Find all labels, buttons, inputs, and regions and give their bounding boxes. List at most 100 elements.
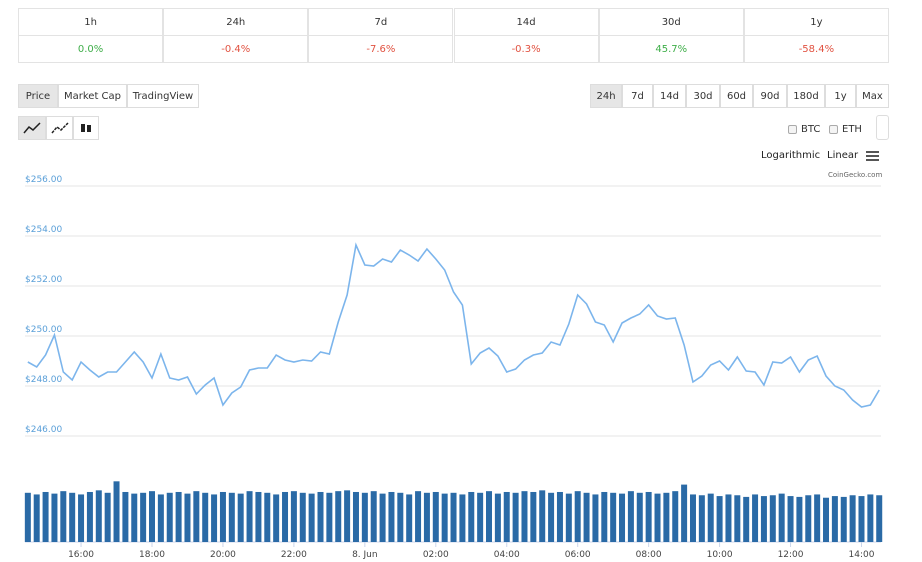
x-tick-label: 22:00 (281, 550, 307, 560)
volume-bar (397, 492, 404, 542)
price-line (27, 242, 880, 408)
x-tick-label: 06:00 (565, 550, 591, 560)
volume-bar (131, 493, 138, 542)
y-tick-label: $254.00 (25, 225, 62, 235)
y-tick-label: $252.00 (25, 275, 62, 285)
line-icon[interactable] (18, 116, 46, 140)
volume-bar (415, 491, 422, 542)
volume-bar (636, 492, 643, 542)
volume-bar (406, 494, 413, 542)
range-button[interactable]: Max (856, 84, 889, 108)
range-button[interactable]: 14d (653, 84, 686, 108)
volume-bar (574, 491, 581, 542)
x-tick-label: 08:00 (636, 550, 662, 560)
tab[interactable]: Price (18, 84, 58, 108)
volume-bar (698, 495, 705, 542)
volume-bar (831, 496, 838, 542)
volume-bar (681, 484, 688, 542)
volume-bar (619, 493, 626, 542)
range-button[interactable]: 180d (787, 84, 825, 108)
volume-bar (805, 495, 812, 542)
volume-bar (184, 493, 191, 542)
y-tick-label: $246.00 (25, 425, 62, 435)
volume-bar (95, 490, 102, 542)
volume-bar (548, 492, 555, 542)
range-button[interactable]: 24h (590, 84, 622, 108)
volume-bar (104, 492, 111, 542)
volume-bar (468, 491, 475, 542)
volume-bar (219, 491, 226, 542)
smooth-icon[interactable] (46, 116, 73, 140)
volume-bar (308, 493, 315, 542)
scale-option[interactable]: Linear (827, 150, 859, 161)
period-change: -0.3% (453, 35, 599, 63)
volume-bar (814, 494, 821, 542)
volume-bar (246, 491, 253, 542)
volume-bar (388, 491, 395, 542)
tab[interactable]: TradingView (127, 84, 199, 108)
volume-bar (654, 493, 661, 542)
volume-bar (477, 492, 484, 542)
y-tick-label: $256.00 (25, 175, 62, 185)
period-change: -58.4% (743, 35, 889, 63)
scale-option[interactable]: Logarithmic (761, 150, 821, 161)
volume-bar (610, 492, 617, 542)
volume-bar (423, 492, 430, 542)
volume-bar (175, 491, 182, 542)
period-change: 0.0% (18, 35, 164, 63)
volume-bar (432, 491, 439, 542)
volume-bar (672, 491, 679, 542)
volume-bar (51, 493, 58, 542)
volume-bar (778, 493, 785, 542)
volume-bar (539, 490, 546, 542)
volume-bar (627, 491, 634, 542)
credit: CoinGecko.com (828, 171, 883, 179)
candle-icon[interactable] (73, 116, 99, 140)
x-tick-label: 04:00 (494, 550, 520, 560)
range-button[interactable]: 30d (686, 84, 720, 108)
extra-box[interactable] (876, 115, 889, 140)
x-tick-label: 18:00 (139, 550, 165, 560)
x-tick-label: 20:00 (210, 550, 236, 560)
volume-bar (769, 495, 776, 542)
volume-bar (840, 496, 847, 542)
compare-label: ETH (842, 124, 862, 135)
x-tick-label: 14:00 (849, 550, 875, 560)
volume-bar (352, 491, 359, 542)
volume-bar (645, 491, 652, 542)
x-tick-label: 8. Jun (352, 550, 378, 560)
volume-bar (760, 496, 767, 542)
range-button[interactable]: 1y (825, 84, 856, 108)
volume-bar (326, 492, 333, 542)
volume-bar (211, 494, 218, 542)
volume-bar (494, 493, 501, 542)
volume-bar (743, 496, 750, 542)
volume-bar (202, 492, 209, 542)
volume-bar (344, 490, 351, 542)
checkbox[interactable] (788, 125, 797, 134)
checkbox[interactable] (829, 125, 838, 134)
volume-bar (78, 494, 85, 542)
range-button[interactable]: 7d (622, 84, 653, 108)
volume-bar (459, 494, 466, 542)
volume-bar (734, 495, 741, 542)
volume-bar (370, 491, 377, 542)
volume-bar (752, 494, 759, 542)
volume-bar (601, 491, 608, 542)
volume-bar (299, 492, 306, 542)
volume-bar (592, 494, 599, 542)
menu-icon[interactable] (866, 151, 879, 161)
volume-bar (849, 495, 856, 542)
period-change: 45.7% (598, 35, 744, 63)
volume-bar (521, 491, 528, 542)
volume-bar (317, 491, 324, 542)
volume-bar (148, 491, 155, 542)
volume-bar (166, 492, 173, 542)
volume-bar (583, 492, 590, 542)
tab[interactable]: Market Cap (58, 84, 127, 108)
compare-label: BTC (801, 124, 821, 135)
volume-bar (42, 491, 49, 542)
range-button[interactable]: 60d (720, 84, 753, 108)
range-button[interactable]: 90d (753, 84, 787, 108)
